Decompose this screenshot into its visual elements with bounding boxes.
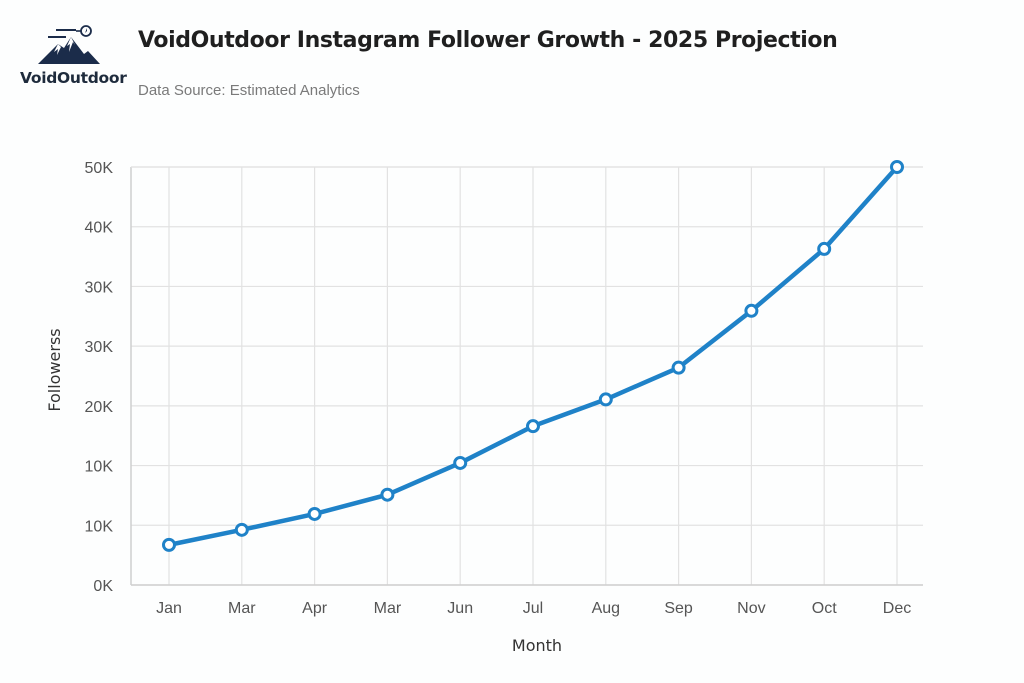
y-tick-label: 10K (85, 459, 114, 476)
y-tick-label: 50K (85, 160, 114, 177)
x-tick-label: Nov (737, 600, 765, 617)
y-tick-label: 10K (85, 518, 114, 535)
data-point (307, 506, 322, 521)
x-tick-label: Jan (156, 600, 182, 617)
data-point (234, 522, 249, 537)
y-tick-label: 30K (85, 279, 114, 296)
logo-text: VoidOutdoor (20, 69, 127, 87)
data-point (162, 537, 176, 552)
chart-subtitle: Data Source: Estimated Analytics (138, 82, 360, 99)
grid (130, 166, 923, 586)
data-point (453, 455, 468, 470)
x-tick-label: Jun (447, 600, 473, 617)
y-tick-label: 20K (85, 399, 114, 416)
x-tick-label: Apr (302, 600, 328, 617)
x-tick-label: Sep (664, 600, 693, 617)
y-tick-label: 0K (93, 578, 113, 595)
x-tick-label: Jul (523, 600, 543, 617)
chart-title: VoidOutdoor Instagram Follower Growth - … (138, 28, 838, 53)
mountain-logo-icon (38, 25, 100, 64)
data-point (671, 360, 686, 375)
x-axis-ticks: Jan Mar Apr Mar Jun Jul Aug Sep Nov Oct Dec (156, 600, 911, 617)
y-tick-label: 30K (85, 339, 114, 356)
y-axis-ticks: 0K 10K 10K 20K 30K 30K 40K 50K (85, 160, 114, 595)
data-point (890, 160, 904, 174)
data-point (380, 487, 395, 502)
x-tick-label: Mar (228, 600, 256, 617)
y-tick-label: 40K (85, 220, 114, 237)
brand-logo: VoidOutdoor (20, 24, 127, 94)
data-point (744, 303, 759, 318)
series-followers (162, 160, 904, 552)
data-point (817, 241, 832, 256)
data-point (526, 419, 540, 434)
data-point (598, 392, 613, 407)
x-tick-label: Oct (812, 600, 837, 617)
x-tick-label: Dec (883, 600, 911, 617)
x-tick-label: Mar (374, 600, 402, 617)
x-axis-title: Month (512, 636, 562, 655)
x-tick-label: Aug (592, 600, 620, 617)
y-axis-title: Followerss (45, 328, 64, 411)
